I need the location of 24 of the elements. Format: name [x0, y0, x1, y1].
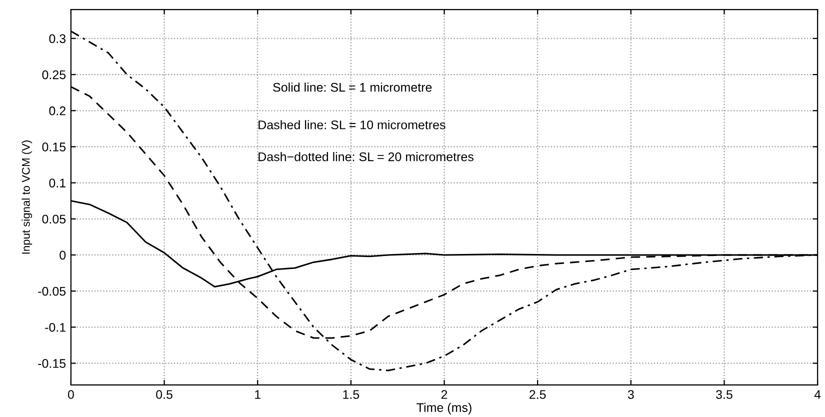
x-tick-label: 2.5 — [530, 390, 546, 399]
x-tick-label: 1.5 — [343, 390, 360, 399]
y-axis-title: Input signal to VCM (V) — [22, 140, 32, 254]
x-tick-label: 4 — [814, 390, 821, 399]
y-tick-label: -0.1 — [45, 322, 66, 332]
x-tick-label: 0.5 — [156, 390, 172, 399]
x-tick-label: 1 — [255, 390, 260, 399]
y-tick-label: 0.05 — [42, 214, 66, 224]
x-tick-label: 0 — [68, 390, 74, 399]
x-tick-label: 2 — [441, 390, 448, 399]
x-tick-label: 3.5 — [716, 390, 732, 399]
annotation: Dashed line: SL = 10 micrometres — [258, 120, 446, 130]
x-tick-label: 3 — [628, 390, 634, 399]
annotation: Dash−dotted line: SL = 20 micrometres — [258, 152, 474, 162]
y-tick-label: 0.25 — [42, 70, 66, 80]
y-tick-label: 0 — [60, 250, 66, 260]
y-tick-label: 0.15 — [42, 142, 66, 152]
y-tick-label: 0.2 — [49, 106, 66, 116]
y-tick-label: 0.1 — [49, 178, 66, 188]
y-tick-label: 0.3 — [49, 34, 66, 44]
x-axis-title: Time (ms) — [416, 402, 472, 414]
y-tick-label: -0.15 — [38, 359, 66, 368]
annotation: Solid line: SL = 1 micrometre — [273, 82, 432, 92]
y-tick-label: -0.05 — [38, 286, 66, 296]
